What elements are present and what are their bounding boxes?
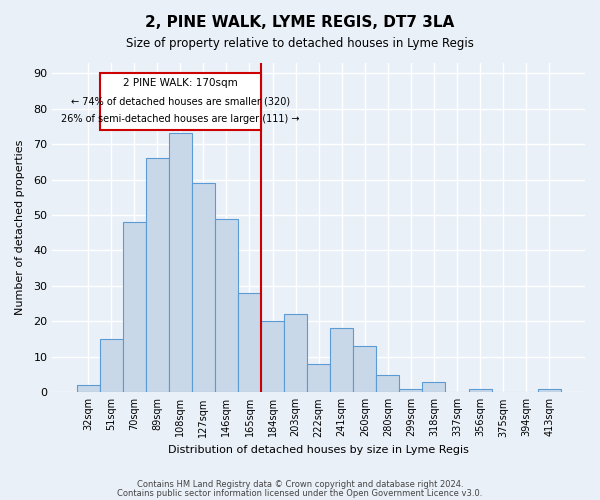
Text: 2, PINE WALK, LYME REGIS, DT7 3LA: 2, PINE WALK, LYME REGIS, DT7 3LA [145, 15, 455, 30]
Y-axis label: Number of detached properties: Number of detached properties [15, 140, 25, 315]
Bar [77, 385, 100, 392]
Bar [330, 328, 353, 392]
Text: Size of property relative to detached houses in Lyme Regis: Size of property relative to detached ho… [126, 38, 474, 51]
Bar [169, 134, 192, 392]
Bar [100, 339, 122, 392]
Bar [238, 293, 261, 392]
X-axis label: Distribution of detached houses by size in Lyme Regis: Distribution of detached houses by size … [168, 445, 469, 455]
Bar [261, 322, 284, 392]
Text: ← 74% of detached houses are smaller (320): ← 74% of detached houses are smaller (32… [71, 96, 290, 106]
Bar [469, 389, 491, 392]
Bar [284, 314, 307, 392]
Bar [122, 222, 146, 392]
Bar [307, 364, 330, 392]
Bar [353, 346, 376, 393]
Bar [146, 158, 169, 392]
Bar [422, 382, 445, 392]
FancyBboxPatch shape [100, 73, 261, 130]
Bar [192, 183, 215, 392]
Text: 2 PINE WALK: 170sqm: 2 PINE WALK: 170sqm [123, 78, 238, 88]
Bar [215, 218, 238, 392]
Bar [400, 389, 422, 392]
Text: Contains HM Land Registry data © Crown copyright and database right 2024.: Contains HM Land Registry data © Crown c… [137, 480, 463, 489]
Bar [376, 374, 400, 392]
Text: Contains public sector information licensed under the Open Government Licence v3: Contains public sector information licen… [118, 488, 482, 498]
Bar [538, 389, 561, 392]
Text: 26% of semi-detached houses are larger (111) →: 26% of semi-detached houses are larger (… [61, 114, 299, 124]
